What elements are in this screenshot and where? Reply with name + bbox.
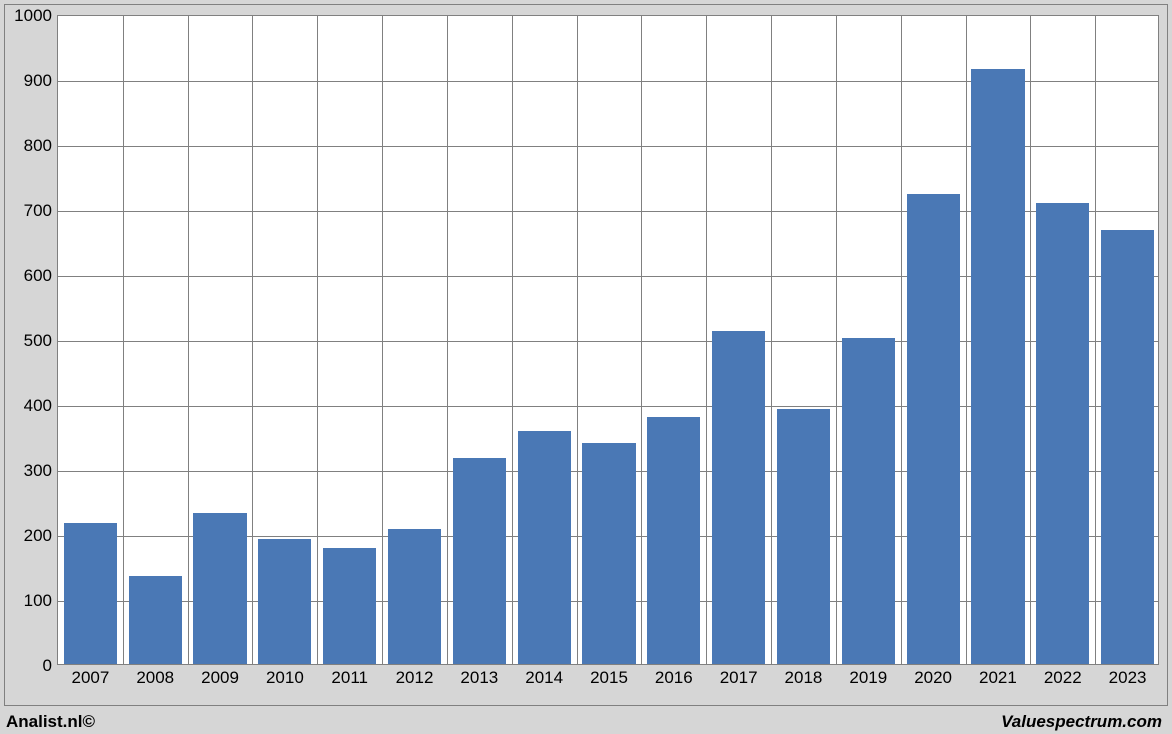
gridline-vertical	[1095, 16, 1096, 664]
gridline-vertical	[252, 16, 253, 664]
y-axis-tick-label: 1000	[14, 6, 58, 26]
gridline-vertical	[966, 16, 967, 664]
x-axis-tick-label: 2016	[655, 664, 693, 688]
chart-frame: 0 100 200 300 400 500 600 700 800 900 1000 2007 2008…	[4, 4, 1168, 706]
footer-credit-left: Analist.nl©	[6, 712, 95, 732]
footer-credit-right: Valuespectrum.com	[1001, 712, 1162, 732]
y-axis-tick-label: 400	[24, 396, 58, 416]
y-axis-tick-label: 600	[24, 266, 58, 286]
gridline-vertical	[836, 16, 837, 664]
x-axis-tick-label: 2020	[914, 664, 952, 688]
bar	[971, 69, 1024, 664]
x-axis-tick-label: 2017	[720, 664, 758, 688]
x-axis-tick-label: 2018	[785, 664, 823, 688]
x-axis-tick-label: 2015	[590, 664, 628, 688]
x-axis-tick-label: 2021	[979, 664, 1017, 688]
bar	[129, 576, 182, 664]
bar	[907, 194, 960, 664]
bar	[388, 529, 441, 664]
x-axis-tick-label: 2010	[266, 664, 304, 688]
bar	[842, 338, 895, 664]
bar	[64, 523, 117, 664]
bar	[647, 417, 700, 664]
y-axis-tick-label: 700	[24, 201, 58, 221]
y-axis-tick-label: 100	[24, 591, 58, 611]
bar	[1101, 230, 1154, 664]
x-axis-tick-label: 2014	[525, 664, 563, 688]
bar	[258, 539, 311, 664]
y-axis-tick-label: 900	[24, 71, 58, 91]
gridline-vertical	[771, 16, 772, 664]
x-axis-tick-label: 2023	[1109, 664, 1147, 688]
gridline-vertical	[188, 16, 189, 664]
bar	[1036, 203, 1089, 665]
bar	[193, 513, 246, 664]
chart-container: 0 100 200 300 400 500 600 700 800 900 1000 2007 2008…	[0, 0, 1172, 734]
x-axis-tick-label: 2019	[849, 664, 887, 688]
x-axis-tick-label: 2009	[201, 664, 239, 688]
plot-area: 0100200300400500600700800900100020072008…	[57, 15, 1159, 665]
gridline-vertical	[317, 16, 318, 664]
gridline-vertical	[901, 16, 902, 664]
x-axis-tick-label: 2022	[1044, 664, 1082, 688]
bar	[323, 548, 376, 664]
gridline-vertical	[123, 16, 124, 664]
gridline-vertical	[1030, 16, 1031, 664]
x-axis-tick-label: 2013	[460, 664, 498, 688]
gridline-vertical	[706, 16, 707, 664]
y-axis-tick-label: 500	[24, 331, 58, 351]
y-axis-tick-label: 200	[24, 526, 58, 546]
x-axis-tick-label: 2012	[396, 664, 434, 688]
x-axis-tick-label: 2007	[71, 664, 109, 688]
gridline-vertical	[641, 16, 642, 664]
y-axis-tick-label: 0	[43, 656, 58, 676]
gridline-vertical	[382, 16, 383, 664]
bar	[582, 443, 635, 664]
gridline-vertical	[577, 16, 578, 664]
bar	[453, 458, 506, 664]
x-axis-tick-label: 2008	[136, 664, 174, 688]
bar	[518, 431, 571, 664]
bar	[777, 409, 830, 664]
bar	[712, 331, 765, 664]
x-axis-tick-label: 2011	[331, 664, 368, 688]
y-axis-tick-label: 300	[24, 461, 58, 481]
y-axis-tick-label: 800	[24, 136, 58, 156]
gridline-vertical	[447, 16, 448, 664]
gridline-vertical	[512, 16, 513, 664]
